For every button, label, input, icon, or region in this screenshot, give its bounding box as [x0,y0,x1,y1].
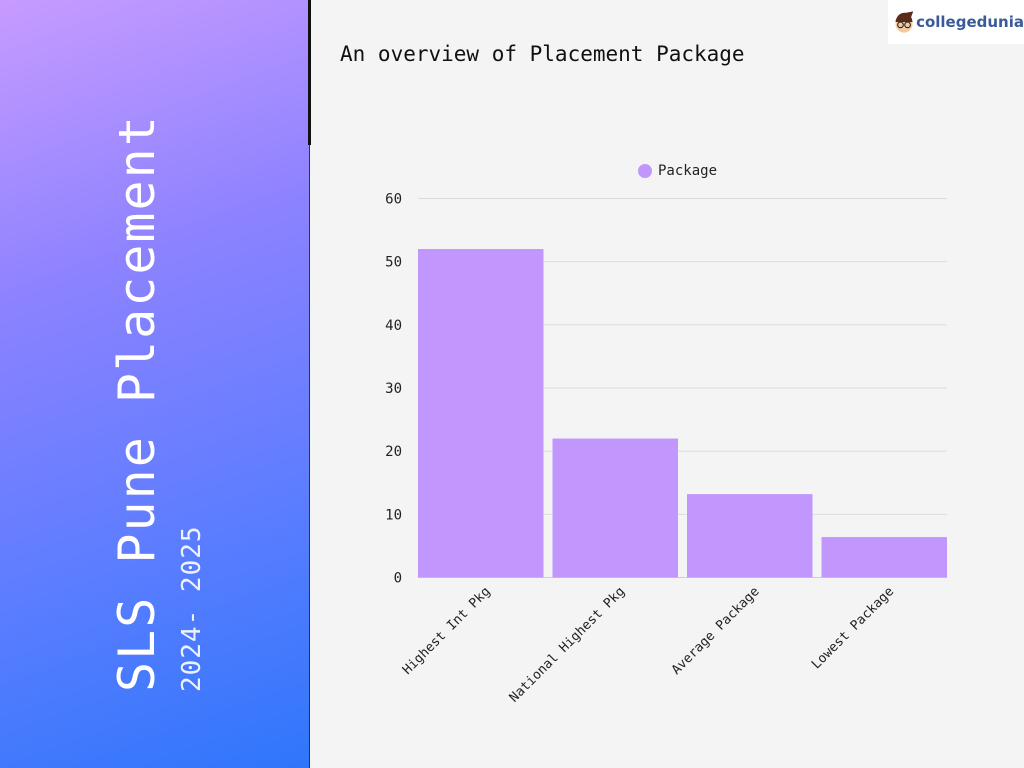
y-tick-label: 30 [385,381,402,397]
y-tick-label: 20 [385,444,402,460]
y-tick-label: 60 [385,192,402,208]
mascot-icon [895,11,914,33]
bar [821,537,947,578]
bar [687,494,813,578]
x-tick-label: Lowest Package [809,584,897,672]
x-tick-label: Highest Int Pkg [400,584,494,678]
y-tick-label: 50 [385,255,402,271]
bar [418,249,544,578]
legend-marker [638,164,652,178]
logo-text: collegedunia [916,13,1024,31]
x-tick-label: Average Package [669,584,763,678]
y-tick-label: 0 [394,571,402,587]
divider [308,0,311,145]
y-tick-label: 10 [385,507,402,523]
bar [552,438,678,578]
y-tick-label: 40 [385,318,402,334]
legend-label: Package [658,163,717,179]
x-tick-label: National Highest Pkg [507,584,628,705]
chart-title: An overview of Placement Package [340,42,745,66]
divider [309,145,310,768]
collegedunia-logo: collegedunia [888,0,1024,44]
sidebar-panel: SLS Pune Placement 2024- 2025 [0,0,309,768]
